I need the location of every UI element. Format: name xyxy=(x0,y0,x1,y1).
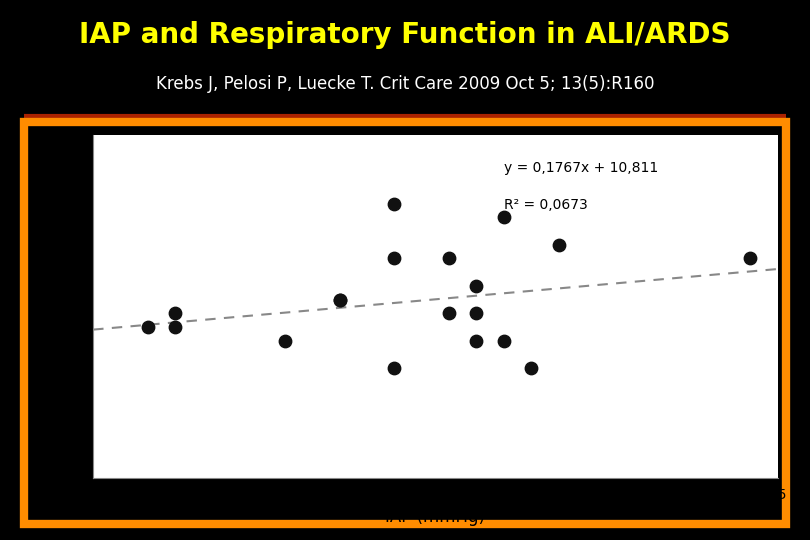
Point xyxy=(333,295,346,304)
Point xyxy=(470,281,483,290)
Text: y = 0,1767x + 10,811: y = 0,1767x + 10,811 xyxy=(504,161,658,175)
Point xyxy=(552,240,565,249)
Point xyxy=(497,336,510,345)
Point xyxy=(442,309,455,318)
Point xyxy=(388,364,401,373)
Text: IAP and Respiratory Function in ALI/ARDS: IAP and Respiratory Function in ALI/ARDS xyxy=(79,21,731,49)
X-axis label: IAP (mmHg): IAP (mmHg) xyxy=(386,508,485,526)
Y-axis label: Pesexp (cm H₂O): Pesexp (cm H₂O) xyxy=(41,237,60,376)
Point xyxy=(333,295,346,304)
Point xyxy=(388,254,401,263)
Point xyxy=(388,199,401,208)
Point xyxy=(168,309,181,318)
Point xyxy=(525,364,538,373)
Point xyxy=(744,254,757,263)
Point xyxy=(279,336,292,345)
Point xyxy=(470,336,483,345)
Point xyxy=(470,309,483,318)
Point xyxy=(497,213,510,221)
Point xyxy=(168,323,181,332)
Text: Krebs J, Pelosi P, Luecke T. Crit Care 2009 Oct 5; 13(5):R160: Krebs J, Pelosi P, Luecke T. Crit Care 2… xyxy=(156,75,654,93)
Text: R² = 0,0673: R² = 0,0673 xyxy=(504,198,587,212)
Point xyxy=(142,323,155,332)
Point xyxy=(442,254,455,263)
